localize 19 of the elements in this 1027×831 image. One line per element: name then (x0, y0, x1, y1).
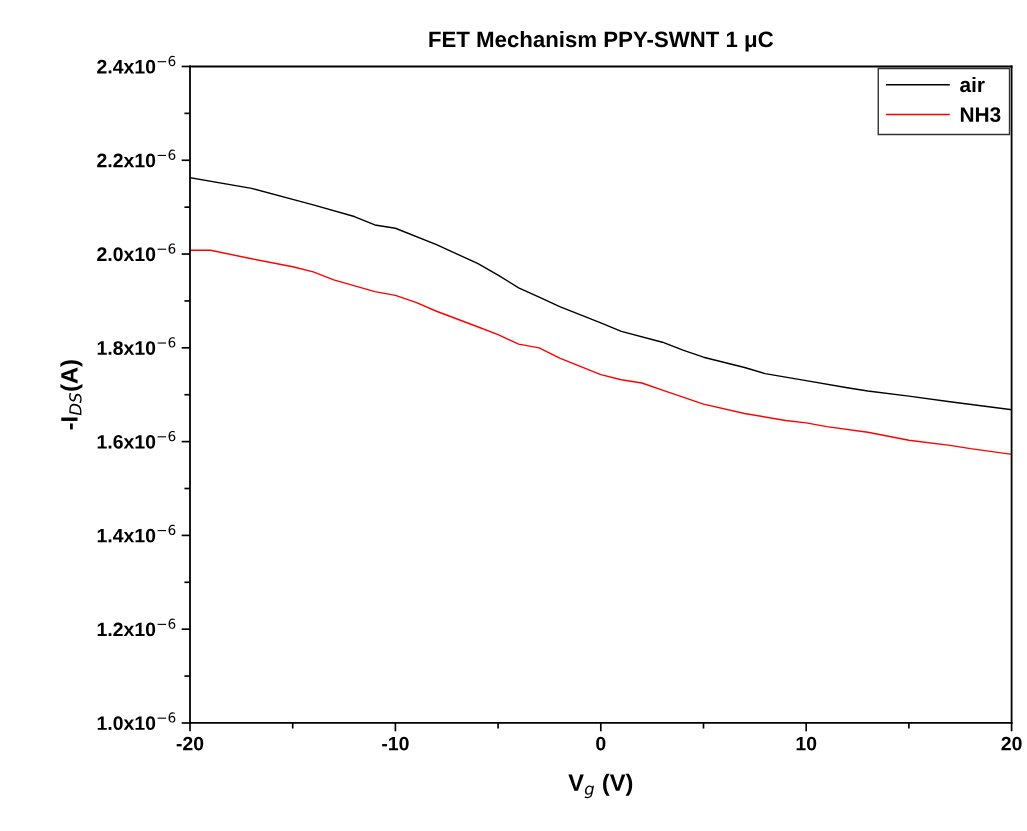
x-tick-label: 20 (1001, 736, 1022, 751)
legend-label: air (960, 76, 985, 93)
y-tick-label: 2.4x10$^{−6}$ (97, 55, 176, 74)
y-tick-label: 2.0x10$^{−6}$ (97, 243, 176, 262)
x-tick-label: -20 (176, 736, 204, 751)
y-tick-label: 1.2x10$^{−6}$ (97, 618, 176, 637)
x-tick-label: 10 (796, 736, 817, 751)
x-tick-label: 0 (596, 736, 606, 751)
chart-title: FET Mechanism PPY-SWNT 1 μC (429, 30, 774, 52)
x-tick-label: -10 (382, 736, 409, 751)
y-tick-label: 1.4x10$^{−6}$ (97, 524, 176, 543)
line-series (189, 249, 1012, 455)
x-axis-title: V$_{g}$ (V) (568, 773, 633, 799)
legend-label: NH3 (960, 107, 1001, 123)
y-tick-label: 1.8x10$^{−6}$ (97, 337, 176, 355)
y-tick-label: 1.0x10$^{−6}$ (97, 712, 176, 731)
y-tick-label: 1.6x10$^{−6}$ (97, 430, 176, 449)
y-axis-title: -I$_{DS}$(A) (60, 360, 83, 430)
y-tick-label: 2.2x10$^{−6}$ (97, 149, 176, 168)
